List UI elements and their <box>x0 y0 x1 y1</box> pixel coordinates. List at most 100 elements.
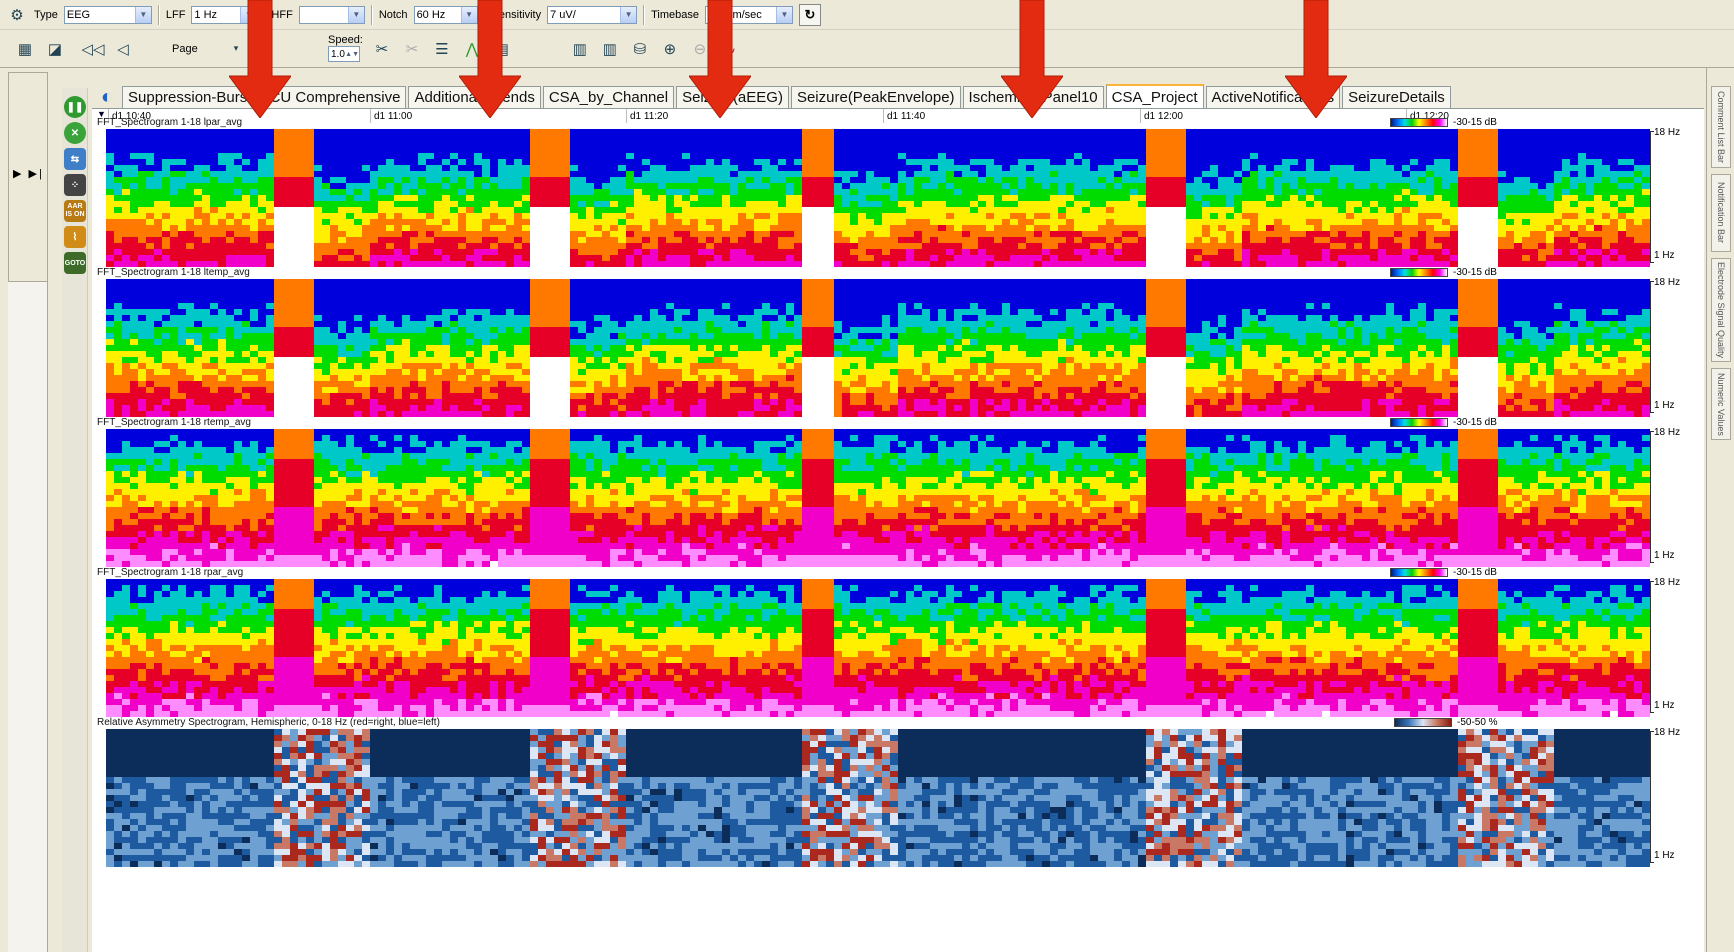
spectrogram-image[interactable] <box>106 729 1650 867</box>
frequency-bracket <box>1650 131 1654 263</box>
report-list-icon[interactable]: ▥ <box>599 38 621 60</box>
video-camera-icon[interactable]: ◪ <box>44 38 66 60</box>
panel-title: FFT_Spectrogram 1-18 rtemp_avg <box>97 417 251 428</box>
time-label: d1 11:20 <box>630 111 668 122</box>
trend-tools-bar: ❚❚ ✕ ⇆ ⁘ AAR IS ON ⌇ GOTO <box>62 88 88 952</box>
tab-suppression-burst[interactable]: Suppression-Burst <box>122 86 258 108</box>
annotation-icon[interactable]: ☰ <box>431 38 453 60</box>
notch-select[interactable]: 60 Hz ▼ <box>413 5 478 24</box>
waveform-icon[interactable]: ⌇ <box>64 226 86 248</box>
expand-pane-icon[interactable]: ▶ ▶| <box>13 167 44 180</box>
aar-icon[interactable]: AAR IS ON <box>64 200 86 222</box>
zoom-in-icon[interactable]: ⊕ <box>659 38 681 60</box>
chevron-down-icon: ▼ <box>134 6 151 23</box>
sidebar-tab-numeric-values[interactable]: Numeric Values <box>1711 368 1731 440</box>
notch-label: Notch <box>379 9 408 21</box>
time-tick <box>1406 109 1407 123</box>
freq-bottom-label: 1 Hz <box>1654 850 1675 861</box>
refresh-button[interactable]: ↻ <box>798 3 821 26</box>
spectrogram-image[interactable] <box>106 429 1650 567</box>
close-icon[interactable]: ✕ <box>64 122 86 144</box>
color-scale-bar <box>1390 268 1448 277</box>
rewind-icon[interactable]: ◁◁ <box>81 38 104 60</box>
tab-seizuredetails[interactable]: SeizureDetails <box>1342 86 1451 108</box>
chevron-down-icon: ▼ <box>460 6 477 23</box>
divider <box>643 4 646 25</box>
montage-icon[interactable]: ▦ <box>14 38 36 60</box>
spectrogram-image[interactable] <box>106 579 1650 717</box>
trend-display: ▼ d1 10:40 d1 11:00 d1 11:20 d1 11:40 d1 12:… <box>92 108 1704 952</box>
spectrogram-image[interactable] <box>106 129 1650 267</box>
spectrogram-panel: FFT_Spectrogram 1-18 lpar_avg -30-15 dB 18… <box>92 117 1704 267</box>
red-arrow-icon <box>689 0 751 118</box>
red-arrow-icon <box>459 0 521 118</box>
chevron-down-icon: ▼ <box>775 6 792 23</box>
spectrogram-image[interactable] <box>106 279 1650 417</box>
color-scale-range: -30-15 dB <box>1453 267 1497 278</box>
time-label: d1 11:00 <box>374 111 412 122</box>
divider <box>370 4 373 25</box>
timebase-label: Timebase <box>651 9 699 21</box>
freq-top-label: 18 Hz <box>1654 127 1680 138</box>
sidebar-tab-notification-bar[interactable]: Notification Bar <box>1711 174 1731 252</box>
color-scale-range: -30-15 dB <box>1453 117 1497 128</box>
tab-csa-project[interactable]: CSA_Project <box>1105 84 1204 108</box>
color-scale-range: -30-15 dB <box>1453 417 1497 428</box>
pause-icon[interactable]: ❚❚ <box>64 96 86 118</box>
chevron-down-icon: ▼ <box>347 6 364 23</box>
freq-bottom-label: 1 Hz <box>1654 700 1675 711</box>
hff-select[interactable]: ▼ <box>298 5 365 24</box>
time-tick <box>108 109 109 123</box>
marker-remove-icon[interactable]: ✂ <box>401 38 423 60</box>
spectrogram-panel: FFT_Spectrogram 1-18 rpar_avg -30-15 dB 18… <box>92 567 1704 717</box>
time-axis: ▼ d1 10:40 d1 11:00 d1 11:20 d1 11:40 d1 12:… <box>92 109 1704 123</box>
spectrogram-panel: FFT_Spectrogram 1-18 rtemp_avg -30-15 dB 1… <box>92 417 1704 567</box>
page-dropdown-icon[interactable]: ▾ <box>230 38 242 60</box>
spectrogram-panel: FFT_Spectrogram 1-18 ltemp_avg -30-15 dB 1… <box>92 267 1704 417</box>
tab-csa-by-channel[interactable]: CSA_by_Channel <box>542 86 675 108</box>
report-icon[interactable]: ▥ <box>569 38 591 60</box>
frequency-bracket <box>1650 581 1654 713</box>
tab-icu-comprehensive[interactable]: ICU Comprehensive <box>259 86 407 108</box>
grid-icon[interactable]: ⁘ <box>64 174 86 196</box>
speed-label: Speed: <box>328 35 363 46</box>
tab-seizure-peakenvelope-[interactable]: Seizure(PeakEnvelope) <box>790 86 961 108</box>
red-arrow-icon <box>1285 0 1347 118</box>
swap-icon[interactable]: ⇆ <box>64 148 86 170</box>
sensitivity-label: Sensitivity <box>492 9 542 21</box>
step-back-icon[interactable]: ◁ <box>112 38 134 60</box>
lff-label: LFF <box>166 9 186 21</box>
time-label: d1 12:00 <box>1144 111 1183 122</box>
time-tick <box>626 109 627 123</box>
spectrogram-panel: Relative Asymmetry Spectrogram, Hemisphe… <box>92 717 1704 867</box>
spike-detect-icon[interactable]: ⋀ <box>461 38 483 60</box>
panel-title: FFT_Spectrogram 1-18 lpar_avg <box>97 117 242 128</box>
red-arrow-icon <box>1001 0 1063 118</box>
globe-icon[interactable]: ◐ <box>92 86 122 108</box>
settings-gear-icon[interactable]: ⚙ <box>6 4 28 26</box>
time-label: d1 12:20 <box>1410 111 1449 122</box>
marker-add-icon[interactable]: ✂ <box>371 38 393 60</box>
refresh-icon: ↻ <box>805 7 816 23</box>
cursor-marker-icon[interactable]: ▼ <box>97 109 106 119</box>
time-tick <box>370 109 371 123</box>
freq-bottom-label: 1 Hz <box>1654 250 1675 261</box>
frequency-bracket <box>1650 281 1654 413</box>
goto-icon[interactable]: GOTO <box>64 252 86 274</box>
right-sidebar: Comment List Bar Notification Bar Electrod… <box>1706 68 1734 952</box>
database-icon[interactable]: ⛁ <box>629 38 651 60</box>
sidebar-tab-electrode-signal-quality[interactable]: Electrode Signal Quality <box>1711 258 1731 362</box>
zoom-out-icon[interactable]: ⊖ <box>689 38 711 60</box>
speed-stepper[interactable]: 1.0 ▲▼ <box>328 46 360 62</box>
panel-title: FFT_Spectrogram 1-18 ltemp_avg <box>97 267 250 278</box>
sidebar-tab-comment-list-bar[interactable]: Comment List Bar <box>1711 86 1731 168</box>
left-nav-pane: ▶ ▶| <box>8 72 48 282</box>
time-tick <box>883 109 884 123</box>
hff-label: HFF <box>271 9 292 21</box>
color-scale-range: -50-50 % <box>1457 717 1498 728</box>
sensitivity-select[interactable]: 7 uV/▼ <box>547 5 638 24</box>
type-select[interactable]: EEG ▼ <box>63 5 152 24</box>
time-tick <box>1140 109 1141 123</box>
color-scale-bar <box>1390 418 1448 427</box>
